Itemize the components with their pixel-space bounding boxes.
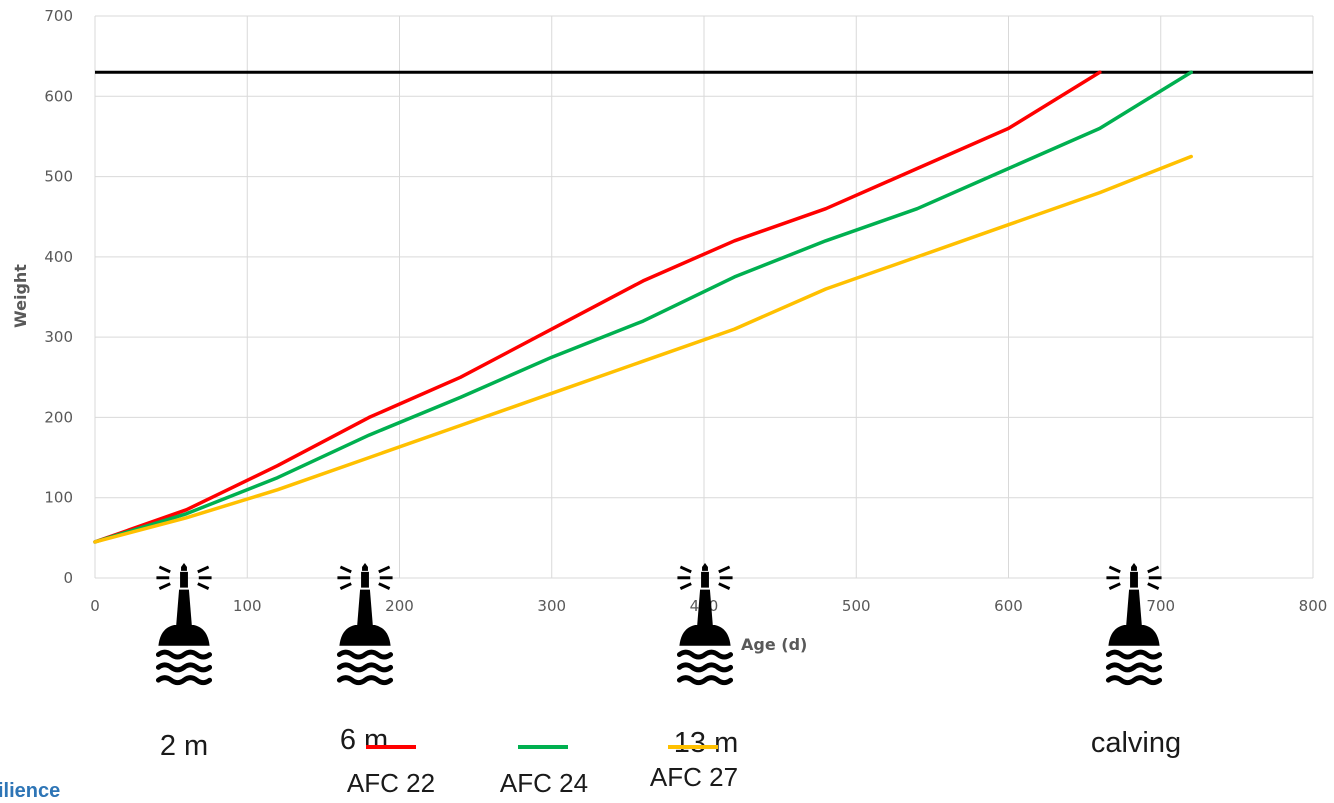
y-tick-label: 0 [63,569,73,587]
x-tick-label: 300 [537,597,566,615]
milestone-icons [156,563,1161,683]
legend-label-afc27: AFC 27 [650,762,738,792]
gridlines [94,15,1314,579]
x-tick-label: 100 [233,597,262,615]
y-tick-label: 200 [44,408,73,426]
x-axis-title: Age (d) [741,635,807,654]
series-line-afc24 [93,70,1193,544]
series-lines [93,70,1193,544]
y-tick-label: 400 [44,248,73,266]
x-tick-labels: 0100200300400500600700800 [90,597,1327,615]
x-tick-label: 600 [994,597,1023,615]
lighthouse-icon [1106,563,1161,683]
series-line-afc22 [93,70,1102,544]
legend-label-afc22: AFC 22 [347,768,435,796]
milestone-label-13m: 13 m [674,727,738,759]
milestone-label-2m: 2 m [160,730,208,762]
y-tick-label: 700 [44,7,73,25]
x-tick-label: 700 [1146,597,1175,615]
lighthouse-icon [337,563,392,683]
series-line-afc27 [93,154,1193,544]
x-tick-label: 500 [842,597,871,615]
y-tick-label: 600 [44,87,73,105]
milestone-label-calving: calving [1091,727,1181,759]
x-tick-label: 800 [1299,597,1328,615]
x-tick-label: 200 [385,597,414,615]
milestone-label-6m: 6 m [340,724,388,756]
lighthouse-icon [156,563,211,683]
y-tick-label: 300 [44,328,73,346]
brand-text: ilience [0,780,61,802]
y-axis-title: Weight [11,264,30,328]
y-tick-label: 500 [44,168,73,186]
y-tick-label: 100 [44,489,73,507]
lighthouse-icon [677,563,732,683]
y-tick-labels: 0 100 200 300 400 500 600 700 [44,7,73,587]
legend-label-afc24: AFC 24 [500,768,588,796]
legend: AFC 22 AFC 24 AFC 27 [347,745,738,796]
x-tick-label: 0 [90,597,100,615]
